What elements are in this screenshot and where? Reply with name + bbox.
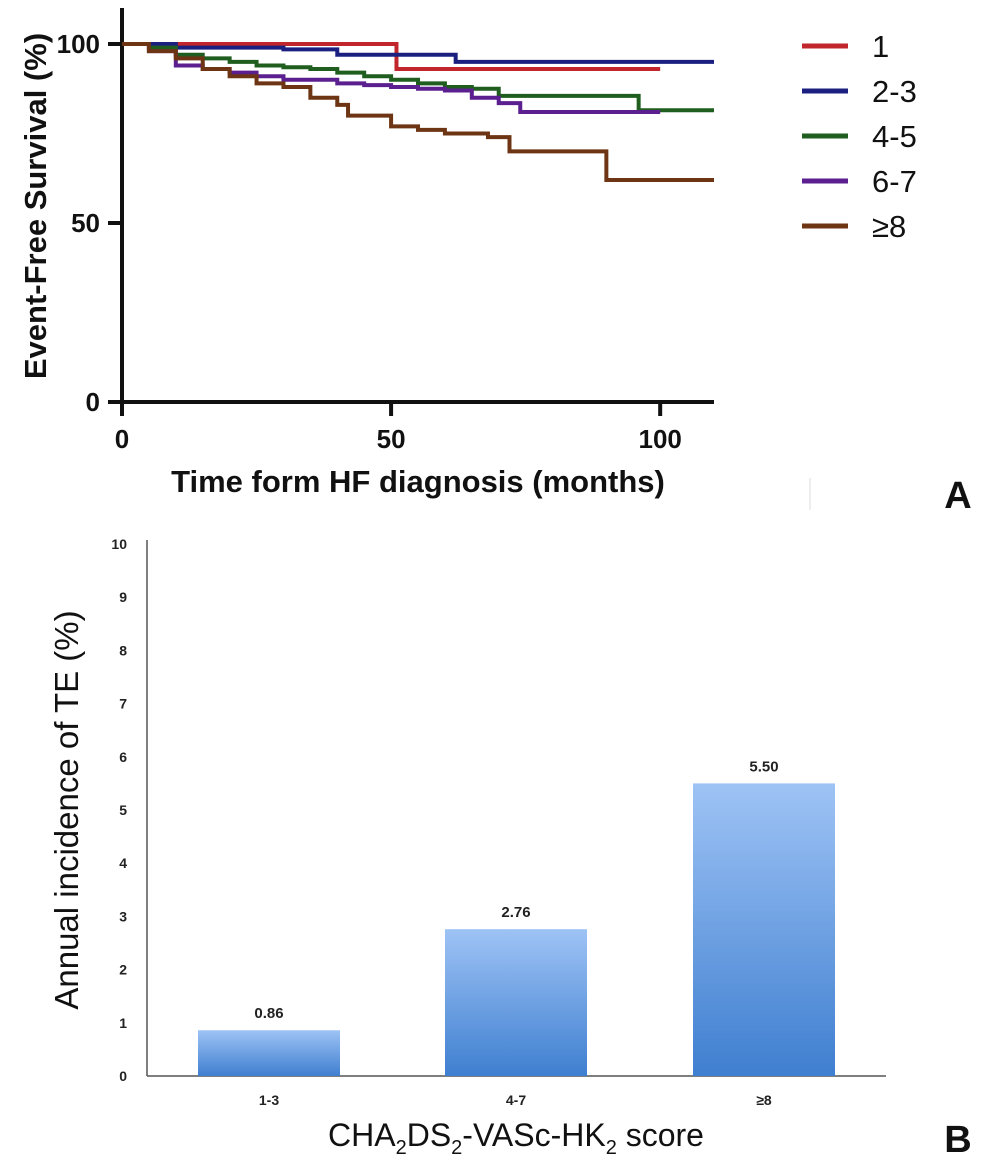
bar-value-label: 5.50 [749, 758, 778, 775]
label-part: -VASc-HK [462, 1117, 605, 1153]
bar-value-label: 0.86 [254, 1005, 283, 1022]
y-axis-title: Annual incidence of TE (%) [48, 610, 85, 1009]
x-tick-label: 4-7 [506, 1092, 526, 1108]
legend-label: 4-5 [872, 119, 917, 154]
x-tick-label: 50 [377, 424, 406, 454]
survival-curve-≥8 [122, 42, 714, 183]
y-tick-label: 9 [119, 589, 127, 605]
y-tick-label: 4 [119, 855, 127, 871]
y-ticks: 0 1 2 3 4 5 6 7 8 9 10 [111, 536, 127, 1084]
bar-value-label: 2.76 [501, 904, 530, 921]
bars: 0.86 2.76 5.50 [198, 758, 835, 1076]
x-axis-title: Time form HF diagnosis (months) [171, 464, 665, 499]
y-tick-label: 0 [86, 387, 100, 417]
subscript: 2 [396, 1137, 407, 1159]
y-tick-label: 10 [111, 536, 127, 552]
y-tick-label: 50 [71, 208, 100, 238]
incidence-bar-chart: 0 1 2 3 4 5 6 7 8 9 10 0.86 2.76 5.50 1-3 4-7 ≥8 Annua… [48, 536, 972, 1161]
legend-label: 6-7 [872, 164, 917, 199]
y-tick-label: 6 [119, 749, 127, 765]
x-tick-label: ≥8 [756, 1092, 772, 1108]
y-tick-label: 8 [119, 642, 127, 658]
y-tick-label: 5 [119, 802, 127, 818]
legend: 1 2-3 4-5 6-7 ≥8 [802, 29, 917, 244]
y-ticks: 0 50 100 [57, 29, 122, 417]
y-tick-label: 2 [119, 962, 127, 978]
y-tick-label: 7 [119, 696, 127, 712]
survival-chart: 0 50 100 0 50 100 Time form HF diagnosis (mo… [18, 8, 972, 517]
y-axis-title: Event-Free Survival (%) [18, 33, 53, 379]
y-tick-label: 3 [119, 908, 127, 924]
x-tick-label: 100 [638, 424, 681, 454]
x-ticks: 0 50 100 [115, 402, 682, 454]
x-tick-label: 0 [115, 424, 129, 454]
subscript: 2 [451, 1137, 462, 1159]
label-part: DS [407, 1117, 451, 1153]
legend-label: 1 [872, 29, 889, 64]
bar-4-7 [445, 929, 587, 1076]
legend-label: 2-3 [872, 74, 917, 109]
y-tick-label: 100 [57, 29, 100, 59]
x-tick-label: 1-3 [259, 1092, 279, 1108]
y-tick-label: 0 [119, 1068, 127, 1084]
legend-label: ≥8 [872, 209, 906, 244]
survival-curve-4-5 [122, 42, 714, 113]
label-part: CHA [328, 1117, 396, 1153]
subscript: 2 [606, 1137, 617, 1159]
panel-label-b: B [944, 1119, 971, 1161]
panel-label-a: A [944, 475, 971, 517]
bar-1-3 [198, 1030, 340, 1076]
survival-curves [122, 42, 714, 183]
y-tick-label: 1 [119, 1015, 127, 1031]
x-axis-title: CHA2DS2-VASc-HK2 score [328, 1117, 704, 1159]
x-ticks: 1-3 4-7 ≥8 [259, 1092, 772, 1108]
bar-≥8 [693, 783, 835, 1076]
label-part: score [617, 1117, 704, 1153]
